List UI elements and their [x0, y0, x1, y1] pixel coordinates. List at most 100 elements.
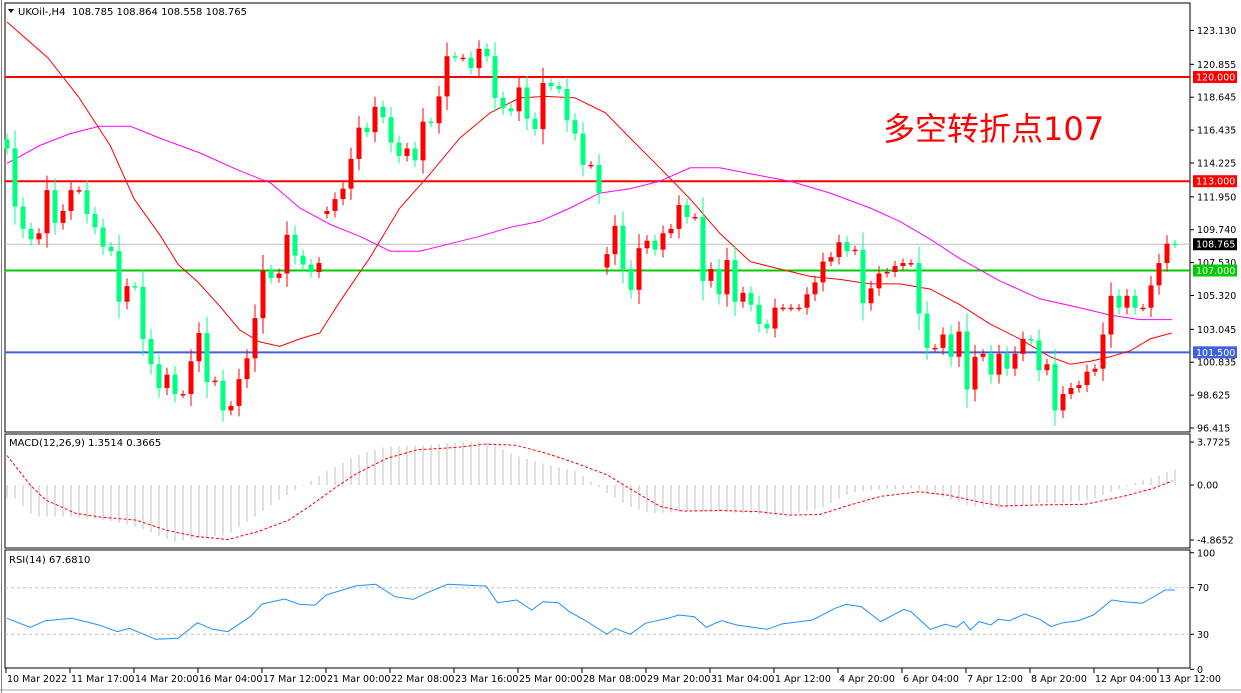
candle-bearish — [388, 117, 394, 143]
candle-bearish — [572, 120, 578, 134]
price-tick-label: 107.530 — [1197, 258, 1236, 269]
candle-bearish — [492, 56, 498, 98]
time-tick-label: 21 Mar 00:00 — [327, 674, 390, 685]
time-tick-label: 1 Apr 12:00 — [775, 674, 831, 685]
candle-bullish — [772, 307, 778, 329]
time-tick-label: 12 Apr 04:00 — [1095, 674, 1157, 685]
candle-bullish — [708, 269, 714, 281]
candle-bullish — [1076, 385, 1082, 389]
candle-bearish — [532, 118, 538, 130]
time-tick-label: 28 Mar 08:00 — [583, 674, 646, 685]
candle-bullish — [908, 263, 914, 265]
candle-bearish — [844, 242, 850, 252]
candle-bullish — [660, 233, 666, 250]
candle-bearish — [100, 227, 106, 247]
candle-bullish — [36, 233, 42, 240]
candle-bearish — [132, 286, 138, 288]
fast-moving-average-line — [6, 21, 1172, 365]
candle-bearish — [620, 225, 626, 270]
candle-bullish — [436, 96, 442, 124]
level-price-label: 120.000 — [1196, 73, 1235, 84]
candle-bullish — [884, 271, 890, 274]
level-price-label-box — [1193, 346, 1237, 359]
level-price-label-box — [1193, 71, 1237, 84]
candle-bullish — [324, 210, 330, 214]
candle-bullish — [332, 199, 338, 211]
candle-bullish — [60, 210, 66, 223]
annotation-text[interactable]: 多空转折点107 — [883, 110, 1104, 148]
candle-bullish — [164, 374, 170, 389]
rsi-panel[interactable]: 100 70 30 0 — [4, 548, 1215, 676]
candle-bearish — [92, 213, 98, 228]
candle-bearish — [964, 331, 970, 390]
time-axis: 10 Mar 2022 11 Mar 17:00 14 Mar 20:00 16 Ma… — [0, 668, 1241, 691]
candle-bullish — [1148, 285, 1154, 308]
rsi-tick-label: 70 — [1197, 583, 1209, 594]
candle-bullish — [828, 257, 834, 262]
candle-bullish — [1060, 393, 1066, 411]
price-tick-label: 120.855 — [1197, 60, 1236, 71]
candle-bullish — [868, 288, 874, 304]
candle-bearish — [148, 338, 154, 365]
candle-bullish — [796, 307, 802, 310]
candle-bearish — [1116, 295, 1122, 308]
triangle-down-icon[interactable] — [8, 9, 14, 13]
candle-bearish — [684, 205, 690, 217]
candle-bullish — [180, 393, 186, 396]
candle-bullish — [460, 57, 466, 60]
candle-bearish — [548, 83, 554, 86]
time-tick-label: 4 Apr 20:00 — [839, 674, 895, 685]
candle-bearish — [84, 190, 90, 214]
candle-bearish — [508, 108, 514, 112]
candle-bearish — [596, 164, 602, 194]
rsi-tick-label: 100 — [1197, 548, 1215, 559]
macd-signal-line — [6, 443, 1173, 541]
price-tick-label: 98.625 — [1197, 391, 1230, 402]
candle-bearish — [924, 313, 930, 348]
candle-bearish — [204, 332, 210, 383]
rsi-panel-frame — [4, 549, 1191, 669]
macd-tick-label: 0.00 — [1197, 481, 1218, 492]
level-price-label: 101.500 — [1196, 348, 1235, 359]
candle-bullish — [612, 225, 618, 255]
candle-bullish — [420, 121, 426, 161]
candle-bearish — [12, 148, 18, 207]
candle-bearish — [140, 286, 146, 339]
candle-bullish — [804, 294, 810, 308]
level-price-label-box — [1193, 175, 1237, 188]
candle-bullish — [1140, 307, 1146, 310]
candle-bearish — [1052, 364, 1058, 411]
time-tick-label: 10 Mar 2022 — [7, 674, 67, 685]
candle-bullish — [1012, 353, 1018, 369]
candle-bullish — [276, 273, 282, 278]
candle-bearish — [1028, 338, 1034, 341]
candle-bearish — [988, 353, 994, 375]
candle-bullish — [516, 87, 522, 112]
macd-label: MACD(12,26,9) 1.3514 0.3665 — [9, 438, 161, 449]
candle-bearish — [468, 57, 474, 69]
candle-bullish — [1020, 338, 1026, 354]
candle-bullish — [124, 286, 130, 302]
price-tick-label: 96.415 — [1197, 424, 1230, 435]
price-panel[interactable]: 123.130 120.855 118.645 116.435 114.225 111.9… — [4, 2, 1238, 435]
candle-bearish — [172, 374, 178, 394]
candle-bullish — [1164, 243, 1170, 264]
candle-bearish — [1004, 353, 1010, 369]
candle-bullish — [940, 334, 946, 348]
candle-bearish — [268, 270, 274, 278]
candle-bearish — [52, 190, 58, 223]
candle-bullish — [68, 190, 74, 211]
candle-bullish — [1108, 295, 1114, 335]
candle-bearish — [300, 255, 306, 265]
time-tick-label: 23 Mar 16:00 — [455, 674, 518, 685]
macd-panel[interactable]: 3.7725 0.00 -4.8652 — [4, 433, 1234, 549]
time-tick-label: 29 Mar 20:00 — [647, 674, 710, 685]
candle-bearish — [556, 85, 562, 89]
price-tick-label: 111.950 — [1197, 192, 1236, 203]
macd-panel-frame — [4, 433, 1191, 549]
price-panel-frame — [4, 2, 1191, 433]
time-tick-label: 14 Mar 20:00 — [135, 674, 198, 685]
time-tick-label: 13 Apr 12:00 — [1159, 674, 1221, 685]
candle-bearish — [580, 133, 586, 165]
